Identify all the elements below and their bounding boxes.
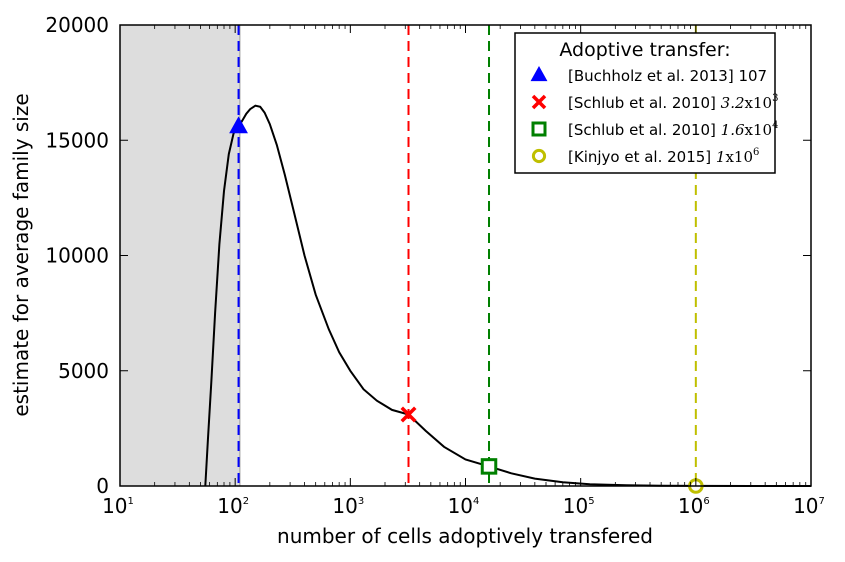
y-tick-label: 0: [96, 474, 109, 498]
legend-title: Adoptive transfer:: [559, 39, 730, 61]
x-tick-label: 102: [217, 494, 249, 518]
x-tick-label: 105: [563, 494, 595, 518]
y-tick-label: 5000: [58, 359, 109, 383]
data-point: [480, 458, 498, 475]
legend-marker: [531, 121, 547, 137]
y-tick-label: 10000: [45, 244, 109, 268]
y-tick-label: 20000: [45, 13, 109, 37]
shaded-region: [119, 24, 241, 487]
legend-label: [Buchholz et al. 2013] 107: [568, 67, 767, 85]
x-tick-label: 104: [448, 494, 480, 518]
axes-layer: 101 102 103 104 105 106 107 0 5000 10000 15000 2000…: [45, 13, 825, 518]
vline-layer: [237, 25, 697, 486]
legend-marker: [531, 148, 547, 164]
legend-label: [Kinjyo et al. 2015] 1x106: [568, 147, 759, 166]
data-point: [400, 406, 417, 423]
x-axis-label: number of cells adoptively transfered: [277, 524, 653, 548]
x-tick-label: 106: [678, 494, 710, 518]
curve-layer: [204, 104, 811, 487]
legend-label: [Schlub et al. 2010] 3.2x103: [568, 93, 778, 112]
x-tick-label: 107: [793, 494, 825, 518]
legend-box: [514, 32, 776, 174]
shaded-region-layer: [119, 24, 241, 487]
y-axis-label: estimate for average family size: [9, 93, 33, 416]
marker-stroke: [400, 406, 417, 423]
y-tick-label: 15000: [45, 128, 109, 152]
legend: Adoptive transfer: [Buchholz et al. 2013]…: [514, 32, 778, 174]
x-tick-label: 101: [102, 494, 134, 518]
data-point: [229, 116, 248, 134]
marker-stroke: [531, 94, 547, 110]
series-line: [204, 104, 811, 487]
x-tick-label: 103: [332, 494, 364, 518]
legend-marker: [530, 65, 548, 82]
legend-label: [Schlub et al. 2010] 1.6x104: [568, 120, 778, 139]
legend-marker: [531, 94, 547, 110]
